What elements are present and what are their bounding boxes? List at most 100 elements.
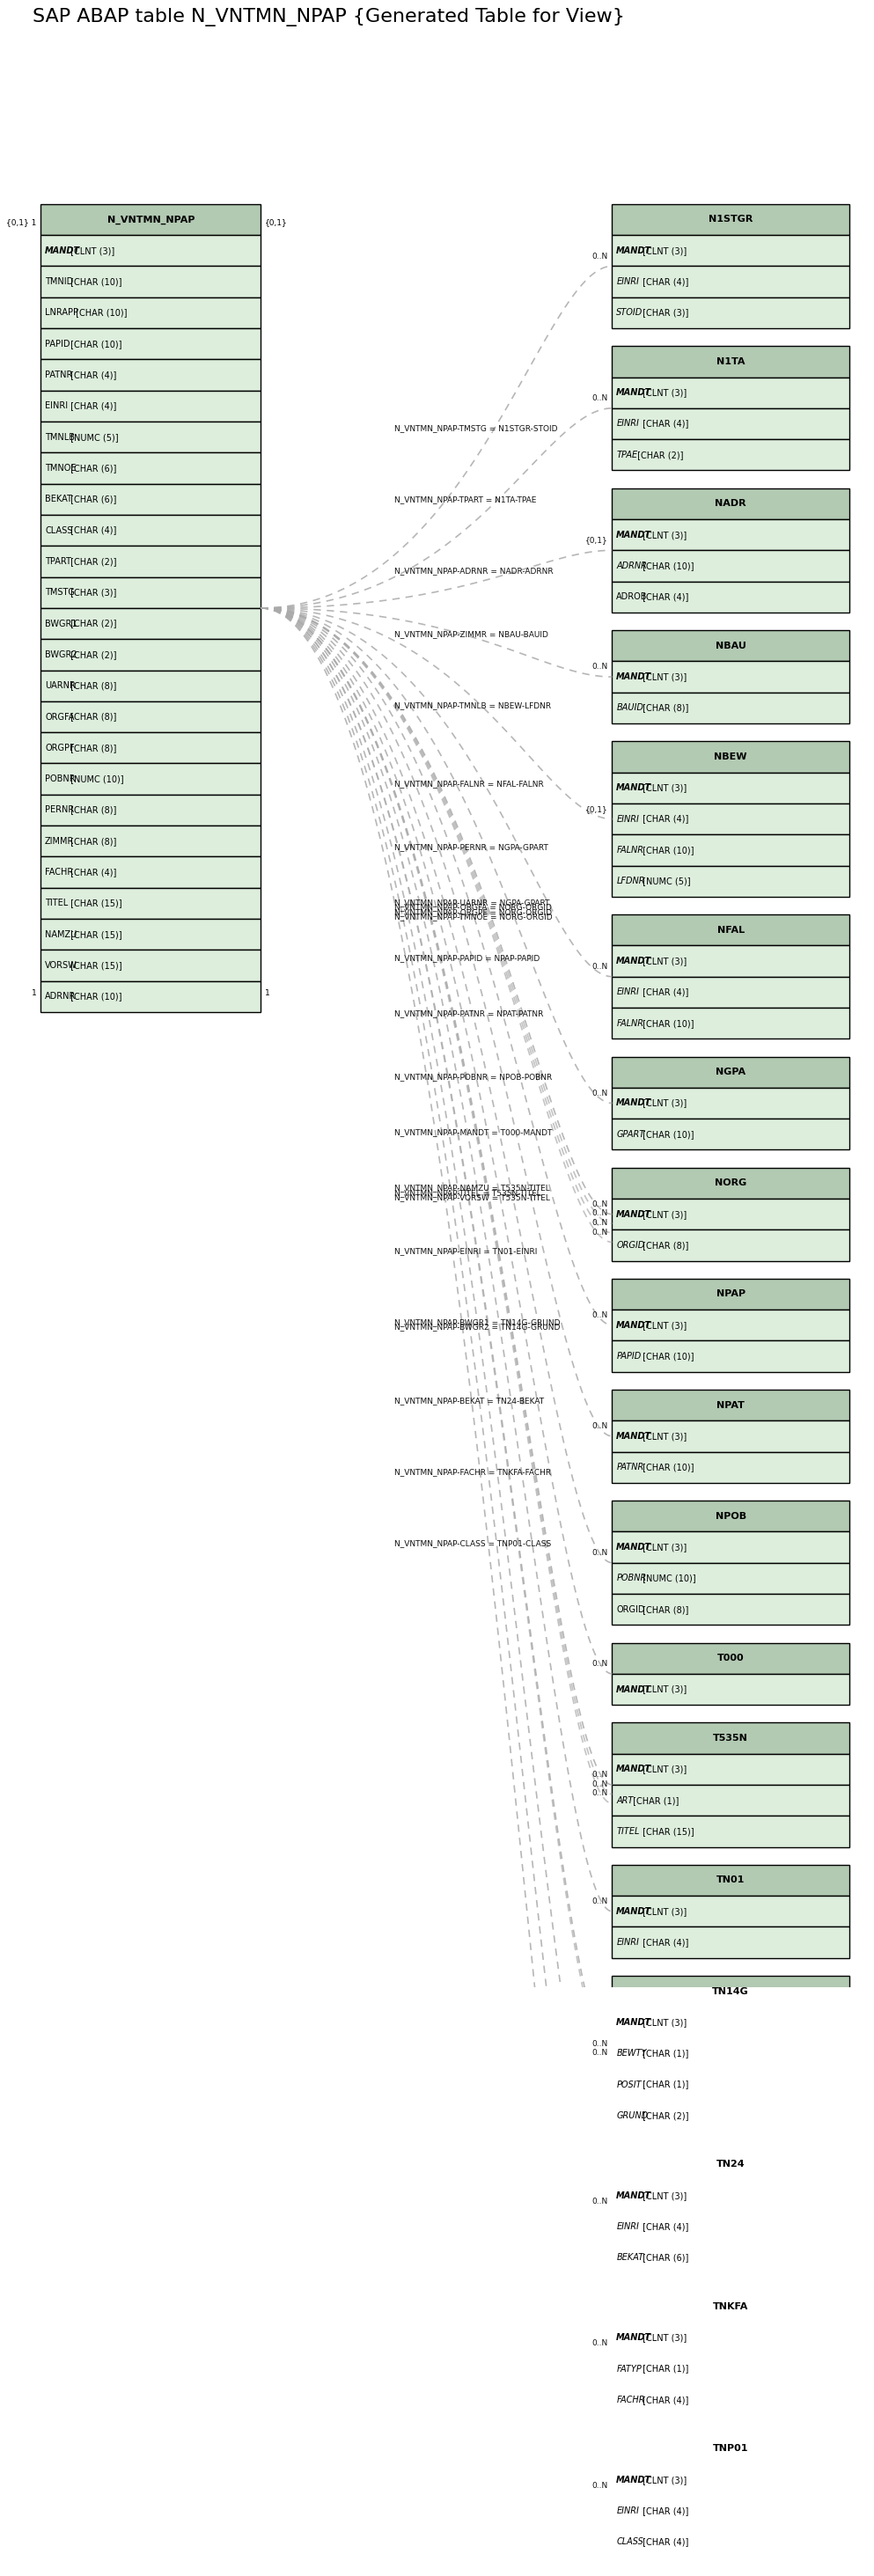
Text: FATYP: FATYP [616, 2365, 642, 2372]
Text: N_VNTMN_NPAP-TITEL = T535N-TITEL: N_VNTMN_NPAP-TITEL = T535N-TITEL [394, 1188, 541, 1198]
FancyBboxPatch shape [612, 2354, 850, 2385]
Text: [CLNT (3)]: [CLNT (3)] [640, 2192, 686, 2200]
Text: N1STGR: N1STGR [709, 214, 753, 224]
Text: 0..N: 0..N [592, 394, 608, 402]
FancyBboxPatch shape [612, 1723, 850, 1754]
FancyBboxPatch shape [41, 392, 260, 422]
FancyBboxPatch shape [41, 701, 260, 732]
Text: EINRI: EINRI [616, 2223, 639, 2231]
Text: [CHAR (4)]: [CHAR (4)] [68, 868, 117, 876]
FancyBboxPatch shape [41, 361, 260, 392]
Text: ADROB: ADROB [616, 592, 648, 600]
Text: MANDT: MANDT [616, 1321, 652, 1329]
FancyBboxPatch shape [41, 732, 260, 762]
Text: TMSTG: TMSTG [45, 587, 75, 598]
Text: PAPID: PAPID [45, 340, 70, 348]
FancyBboxPatch shape [612, 835, 850, 866]
Text: ORGPF: ORGPF [45, 744, 74, 752]
FancyBboxPatch shape [41, 889, 260, 920]
Text: {0,1}: {0,1} [586, 536, 608, 544]
Text: 0..N: 0..N [592, 252, 608, 260]
Text: NBAU: NBAU [715, 641, 746, 649]
Text: [CLNT (3)]: [CLNT (3)] [68, 247, 115, 255]
FancyBboxPatch shape [612, 2099, 850, 2130]
FancyBboxPatch shape [612, 2527, 850, 2558]
FancyBboxPatch shape [612, 1278, 850, 1309]
FancyBboxPatch shape [612, 804, 850, 835]
Text: N_VNTMN_NPAP-BWGR2 = TN14G-GRUND: N_VNTMN_NPAP-BWGR2 = TN14G-GRUND [394, 1324, 560, 1332]
Text: [CHAR (3)]: [CHAR (3)] [640, 309, 689, 317]
FancyBboxPatch shape [612, 2210, 850, 2241]
Text: [CLNT (3)]: [CLNT (3)] [640, 1100, 686, 1108]
Text: [CHAR (4)]: [CHAR (4)] [640, 2506, 689, 2514]
Text: EINRI: EINRI [616, 1937, 639, 1947]
Text: MANDT: MANDT [616, 783, 652, 793]
Text: MANDT: MANDT [616, 531, 652, 538]
Text: N_VNTMN_NPAP-ORGFA = NORG-ORGID: N_VNTMN_NPAP-ORGFA = NORG-ORGID [394, 904, 551, 912]
FancyBboxPatch shape [612, 1056, 850, 1087]
FancyBboxPatch shape [612, 693, 850, 724]
FancyBboxPatch shape [612, 2241, 850, 2272]
Text: N_VNTMN_NPAP-TPART = N1TA-TPAE: N_VNTMN_NPAP-TPART = N1TA-TPAE [394, 495, 537, 505]
Text: [CHAR (8)]: [CHAR (8)] [640, 1242, 689, 1249]
FancyBboxPatch shape [41, 577, 260, 608]
FancyBboxPatch shape [612, 1502, 850, 1533]
Text: [CHAR (10)]: [CHAR (10)] [73, 309, 127, 317]
Text: [CLNT (3)]: [CLNT (3)] [640, 389, 686, 397]
Text: LFDNR: LFDNR [616, 876, 645, 886]
Text: BEWTY: BEWTY [616, 2048, 647, 2058]
Text: [CHAR (10)]: [CHAR (10)] [68, 340, 122, 348]
Text: VORSW: VORSW [45, 961, 77, 971]
Text: MANDT: MANDT [616, 1432, 652, 1440]
Text: 0..N: 0..N [592, 1548, 608, 1556]
Text: TNP01: TNP01 [713, 2445, 748, 2452]
Text: [CHAR (2)]: [CHAR (2)] [68, 649, 117, 659]
Text: ART: ART [616, 1795, 634, 1806]
Text: 0..N: 0..N [592, 2040, 608, 2048]
Text: ORGID: ORGID [616, 1242, 645, 1249]
Text: MANDT: MANDT [616, 956, 652, 966]
Text: POBNR: POBNR [616, 1574, 647, 1582]
Text: N_VNTMN_NPAP-UARNR = NGPA-GPART: N_VNTMN_NPAP-UARNR = NGPA-GPART [394, 899, 550, 907]
Text: NGPA: NGPA [716, 1066, 746, 1077]
FancyBboxPatch shape [612, 1976, 850, 2007]
Text: [CHAR (15)]: [CHAR (15)] [68, 930, 122, 938]
FancyBboxPatch shape [612, 945, 850, 976]
Text: TPART: TPART [45, 556, 71, 567]
FancyBboxPatch shape [612, 520, 850, 551]
FancyBboxPatch shape [612, 407, 850, 440]
FancyBboxPatch shape [612, 2069, 850, 2099]
Text: TMNLB: TMNLB [45, 433, 75, 440]
Text: N_VNTMN_NPAP-VORSW = T535N-TITEL: N_VNTMN_NPAP-VORSW = T535N-TITEL [394, 1193, 550, 1200]
Text: ORGID: ORGID [616, 1605, 645, 1613]
FancyBboxPatch shape [612, 487, 850, 520]
Text: N_VNTMN_NPAP-PAPID = NPAP-PAPID: N_VNTMN_NPAP-PAPID = NPAP-PAPID [394, 953, 540, 963]
Text: 0..N: 0..N [592, 1422, 608, 1430]
Text: N_VNTMN_NPAP-ORGPF = NORG-ORGID: N_VNTMN_NPAP-ORGPF = NORG-ORGID [394, 909, 551, 917]
Text: [CHAR (3)]: [CHAR (3)] [68, 587, 117, 598]
FancyBboxPatch shape [612, 2179, 850, 2210]
FancyBboxPatch shape [612, 1388, 850, 1422]
Text: [CLNT (3)]: [CLNT (3)] [640, 672, 686, 680]
FancyBboxPatch shape [612, 1896, 850, 1927]
Text: GPART: GPART [616, 1131, 645, 1139]
Text: [CHAR (8)]: [CHAR (8)] [68, 837, 117, 845]
Text: N_VNTMN_NPAP-PATNR = NPAT-PATNR: N_VNTMN_NPAP-PATNR = NPAT-PATNR [394, 1010, 544, 1018]
Text: TN14G: TN14G [712, 1986, 749, 1996]
Text: NADR: NADR [715, 500, 746, 507]
FancyBboxPatch shape [612, 1453, 850, 1484]
Text: EINRI: EINRI [616, 814, 639, 824]
Text: {0,1}: {0,1} [586, 806, 608, 814]
FancyBboxPatch shape [612, 1087, 850, 1118]
Text: ADRNR: ADRNR [616, 562, 647, 569]
FancyBboxPatch shape [612, 1865, 850, 1896]
Text: N_VNTMN_NPAP-TMNOE = NORG-ORGID: N_VNTMN_NPAP-TMNOE = NORG-ORGID [394, 912, 552, 920]
Text: {0,1}: {0,1} [265, 219, 288, 227]
Text: [CHAR (4)]: [CHAR (4)] [640, 278, 689, 286]
Text: MANDT: MANDT [616, 2192, 652, 2200]
FancyBboxPatch shape [41, 951, 260, 981]
FancyBboxPatch shape [612, 1118, 850, 1149]
Text: PATNR: PATNR [45, 371, 73, 379]
Text: PAPID: PAPID [616, 1352, 642, 1360]
Text: EINRI: EINRI [45, 402, 68, 410]
